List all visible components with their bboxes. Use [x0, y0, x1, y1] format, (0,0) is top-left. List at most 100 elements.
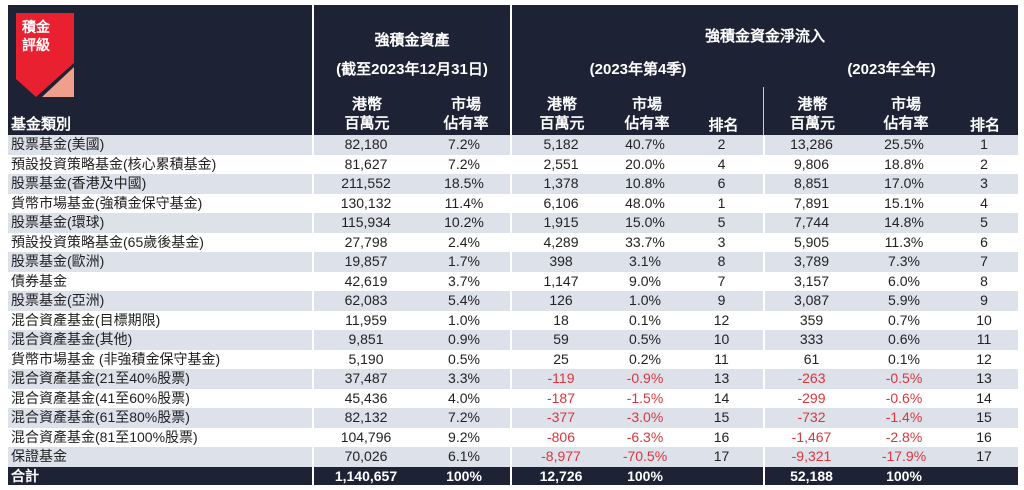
q4-share-header: 市場 — [631, 96, 662, 113]
assets-title: 強積金資產 — [374, 32, 450, 49]
year-share: 17.0% — [884, 175, 924, 191]
svg-text:評級: 評級 — [22, 37, 50, 53]
q4-share: 3.1% — [629, 253, 661, 269]
share-header: 市場 — [450, 96, 481, 113]
assets-hkd: 115,934 — [312, 213, 418, 233]
table-row: 股票基金(美國) 82,180 7.2% 5,182 40.7% 2 13,286 25.5%… — [8, 135, 1018, 155]
q4-rank-header: 排名 — [708, 117, 739, 134]
fund-name: 股票基金(歐洲) — [11, 253, 105, 269]
year-subtitle: (2023年全年) — [847, 61, 936, 78]
q4-rank: 5 — [717, 214, 726, 230]
q4-rank: 15 — [713, 409, 730, 425]
q4-share: -70.5% — [622, 448, 668, 464]
year-rank: 7 — [980, 253, 988, 269]
assets-hkd: 104,796 — [312, 427, 418, 447]
fund-flow-table: 積金 評級 基金類別 強積金資產 (截至2023年12月31日) 強積金資金淨流… — [8, 5, 1018, 485]
year-share: 11.3% — [884, 233, 924, 250]
assets-share: 10.2% — [444, 214, 484, 230]
year-rank: 16 — [976, 428, 992, 445]
assets-hkd: 211,552 — [312, 174, 418, 194]
q4-rank: 11 — [714, 350, 729, 367]
q4-hkd: 1,147 — [510, 271, 610, 291]
assets-share: 3.3% — [448, 370, 480, 386]
hkd-header: 港幣 — [351, 96, 382, 113]
assets-share: 9.2% — [448, 428, 480, 445]
fund-name: 預設投資策略基金(核心累積基金) — [11, 155, 217, 172]
assets-hkd: 82,180 — [312, 135, 418, 155]
q4-hkd: 5,182 — [510, 135, 610, 155]
q4-hkd: 6,106 — [510, 193, 610, 213]
q4-hkd: 126 — [510, 291, 610, 311]
q4-hkd: -119 — [510, 369, 610, 389]
year-share: 5.9% — [888, 292, 920, 308]
year-hkd: 9,806 — [763, 154, 858, 174]
assets-hkd: 37,487 — [312, 369, 418, 389]
year-share: 0.1% — [888, 350, 920, 367]
year-share: -17.9% — [881, 448, 927, 464]
year-rank: 11 — [976, 331, 992, 347]
year-rank: 13 — [976, 370, 992, 386]
year-hkd-header: 港幣 — [797, 96, 828, 113]
table-row: 預設投資策略基金(65歲後基金) 27,798 2.4% 4,289 33.7% 3 5,9… — [8, 232, 1018, 252]
assets-hkd: 130,132 — [312, 193, 418, 213]
year-share: 18.8% — [884, 155, 924, 172]
assets-hkd: 70,026 — [312, 447, 418, 467]
fund-name: 債券基金 — [11, 272, 67, 289]
year-hkd: 333 — [763, 330, 858, 350]
q4-share: 40.7% — [625, 136, 665, 152]
assets-hkd: 62,083 — [312, 291, 418, 311]
assets-share: 7.2% — [448, 136, 480, 152]
fund-name: 股票基金(亞洲) — [11, 292, 105, 308]
q4-share: 9.0% — [629, 272, 661, 289]
assets-share: 4.0% — [448, 389, 480, 406]
assets-hkd: 5,190 — [312, 349, 418, 369]
assets-hkd: 27,798 — [312, 232, 418, 252]
table-row: 股票基金(環球) 115,934 10.2% 1,915 15.0% 5 7,744 14.8… — [8, 213, 1018, 233]
q4-share: -6.3% — [626, 428, 664, 445]
q4-share: -1.5% — [626, 389, 664, 406]
table-row: 保證基金 70,026 6.1% -8,977 -70.5% 17 -9,321 -17.9%… — [8, 447, 1018, 467]
table-row: 股票基金(亞洲) 62,083 5.4% 126 1.0% 9 3,087 5.9% 9 — [8, 291, 1018, 311]
q4-share: 15.0% — [625, 214, 665, 230]
table-row: 債券基金 42,619 3.7% 1,147 9.0% 7 3,157 6.0% 8 — [8, 271, 1018, 291]
q4-share: -0.9% — [626, 370, 664, 386]
q4-hkd: 59 — [510, 330, 610, 350]
table-row: 混合資產基金(61至80%股票) 82,132 7.2% -377 -3.0% 15 -73… — [8, 408, 1018, 428]
q4-rank: 8 — [717, 253, 726, 269]
year-rank: 9 — [980, 292, 988, 308]
year-rank: 15 — [976, 409, 992, 425]
year-hkd: 61 — [763, 349, 858, 369]
year-rank: 12 — [976, 350, 992, 367]
assets-hkd: 19,857 — [312, 252, 418, 272]
assets-share: 0.9% — [448, 331, 480, 347]
year-rank: 6 — [980, 233, 988, 250]
assets-share: 1.0% — [448, 311, 480, 328]
fund-name: 混合資產基金(61至80%股票) — [11, 409, 190, 425]
q4-rank: 4 — [717, 155, 726, 172]
q4-rank: 1 — [717, 194, 726, 211]
q4-share: -3.0% — [626, 409, 664, 425]
q4-share: 0.2% — [629, 350, 661, 367]
total-row: 合計 1,140,657 100% 12,726 100% 52,188 100… — [8, 466, 1018, 485]
q4-rank: 14 — [713, 389, 730, 406]
year-share: 15.1% — [884, 194, 924, 211]
year-hkd: 359 — [763, 310, 858, 330]
assets-share: 3.7% — [448, 272, 480, 289]
year-share: 0.6% — [888, 331, 920, 347]
q4-rank: 16 — [713, 428, 730, 445]
assets-share: 1.7% — [448, 253, 480, 269]
fund-name: 股票基金(環球) — [11, 214, 105, 230]
year-share: -0.5% — [885, 370, 923, 386]
assets-share: 0.5% — [448, 350, 480, 367]
q4-hkd: 25 — [510, 349, 610, 369]
assets-subtitle: (截至2023年12月31日) — [336, 61, 488, 78]
fund-name: 貨幣市場基金(強積金保守基金) — [11, 194, 203, 211]
q4-hkd: 398 — [510, 252, 610, 272]
table-row: 預設投資策略基金(核心累積基金) 81,627 7.2% 2,551 20.0% 4 9,8… — [8, 154, 1018, 174]
q4-hkd: 18 — [510, 310, 610, 330]
fund-name: 混合資產基金(其他) — [11, 331, 133, 347]
assets-share: 5.4% — [448, 292, 480, 308]
table-row: 混合資產基金(21至40%股票) 37,487 3.3% -119 -0.9% 13 -26… — [8, 369, 1018, 389]
q4-hkd: 2,551 — [510, 154, 610, 174]
fund-name: 混合資產基金(目標期限) — [11, 311, 161, 328]
